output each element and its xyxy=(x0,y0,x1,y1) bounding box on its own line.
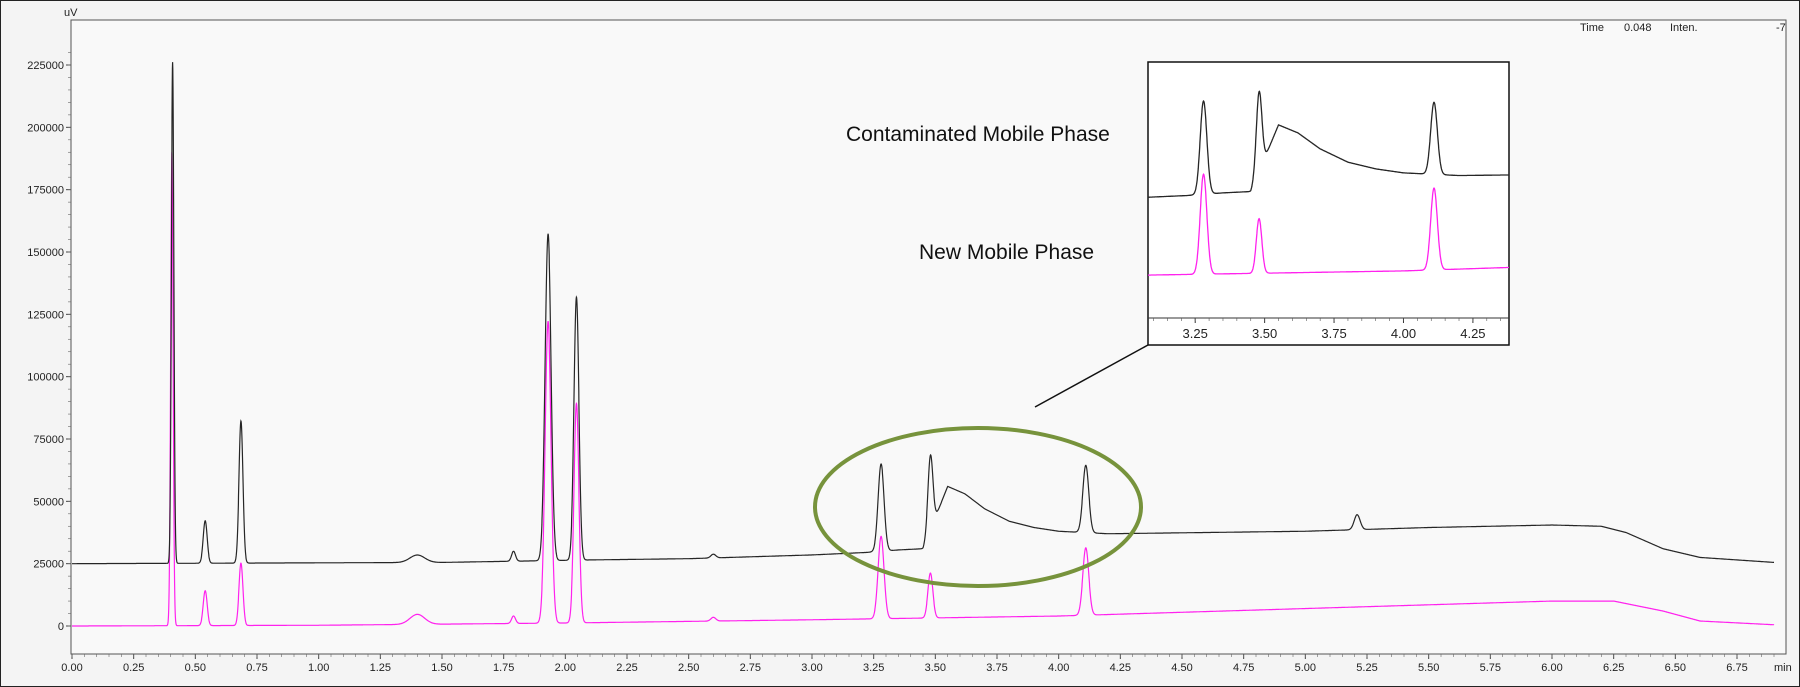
y-tick-label: 150000 xyxy=(27,247,64,259)
x-tick-label: 4.75 xyxy=(1233,662,1254,674)
x-tick-label: 5.50 xyxy=(1418,662,1439,674)
x-tick-label: 6.50 xyxy=(1665,662,1686,674)
inset-zoom: 3.25 3.50 3.75 4.00 4.25 xyxy=(1147,61,1510,346)
highlight-ellipse xyxy=(813,426,1143,588)
x-tick-label: 3.00 xyxy=(801,662,822,674)
x-tick-label: 4.00 xyxy=(1048,662,1069,674)
time-value: 0.048 xyxy=(1624,22,1652,34)
x-tick-label: 2.75 xyxy=(740,662,761,674)
inset-frame xyxy=(1147,61,1510,346)
new-label: New Mobile Phase xyxy=(919,241,1094,264)
y-tick-label: 100000 xyxy=(27,372,64,384)
x-tick-label: 3.75 xyxy=(986,662,1007,674)
x-tick-label: 6.00 xyxy=(1541,662,1562,674)
inten-label: Inten. xyxy=(1670,22,1698,34)
x-tick-label: 1.75 xyxy=(493,662,514,674)
inset-x-tick-label: 3.25 xyxy=(1183,326,1208,341)
y-tick-label: 175000 xyxy=(27,185,64,197)
y-tick-label: 225000 xyxy=(27,60,64,72)
x-tick-label: 6.75 xyxy=(1726,662,1747,674)
x-tick-label: 4.25 xyxy=(1110,662,1131,674)
x-tick-label: 2.50 xyxy=(678,662,699,674)
y-tick-label: 50000 xyxy=(33,496,64,508)
x-tick-label: 5.25 xyxy=(1356,662,1377,674)
x-tick-label: 0.25 xyxy=(123,662,144,674)
x-tick-label: 5.75 xyxy=(1480,662,1501,674)
y-tick-label: 200000 xyxy=(27,122,64,134)
x-axis-label: min xyxy=(1774,662,1792,674)
leader-line xyxy=(1034,344,1149,408)
plot-area xyxy=(70,19,1787,655)
x-tick-label: 2.00 xyxy=(555,662,576,674)
contaminated-label: Contaminated Mobile Phase xyxy=(846,123,1110,146)
inten-value: -7 xyxy=(1776,22,1786,34)
x-tick-label: 1.50 xyxy=(431,662,452,674)
inset-x-tick-label: 4.25 xyxy=(1460,326,1485,341)
x-axis: 0.00 0.25 0.50 0.75 1.00 1.25 1.50 1.75 2.00 2.25… xyxy=(61,654,1775,674)
series-line-contaminated xyxy=(72,62,1774,565)
x-tick-label: 0.50 xyxy=(185,662,206,674)
x-tick-label: 0.75 xyxy=(246,662,267,674)
inset-x-tick-label: 4.00 xyxy=(1391,326,1416,341)
x-tick-label: 1.00 xyxy=(308,662,329,674)
inset-series-line-contaminated xyxy=(1148,90,1509,198)
inset-x-tick-label: 3.50 xyxy=(1252,326,1277,341)
y-tick-label: 125000 xyxy=(27,309,64,321)
x-tick-label: 1.25 xyxy=(370,662,391,674)
y-tick-label: 0 xyxy=(58,621,64,633)
x-tick-label: 3.50 xyxy=(925,662,946,674)
inset-x-axis: 3.25 3.50 3.75 4.00 4.25 xyxy=(1153,318,1501,341)
x-tick-label: 6.25 xyxy=(1603,662,1624,674)
x-tick-label: 2.25 xyxy=(616,662,637,674)
inset-series-line-new xyxy=(1148,173,1509,276)
x-tick-label: 3.25 xyxy=(863,662,884,674)
y-axis-label: uV xyxy=(64,7,78,19)
x-tick-label: 5.00 xyxy=(1295,662,1316,674)
y-axis: 0 25000 50000 75000 100000 125000 150000 175000… xyxy=(27,52,71,633)
inset-series-layer xyxy=(1148,90,1509,276)
y-tick-label: 25000 xyxy=(33,559,64,571)
x-tick-label: 4.50 xyxy=(1171,662,1192,674)
y-tick-label: 75000 xyxy=(33,434,64,446)
inset-x-tick-label: 3.75 xyxy=(1321,326,1346,341)
time-label: Time xyxy=(1580,22,1604,34)
series-layer xyxy=(72,62,1775,627)
x-tick-label: 0.00 xyxy=(61,662,82,674)
series-line-new xyxy=(72,152,1775,627)
